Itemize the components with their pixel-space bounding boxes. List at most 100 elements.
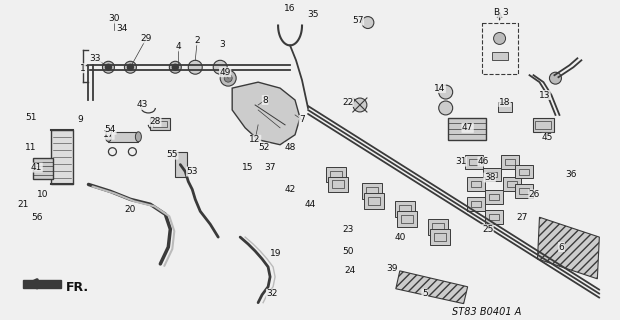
Circle shape xyxy=(494,32,505,44)
Bar xyxy=(368,197,380,205)
Polygon shape xyxy=(538,217,600,279)
Text: 49: 49 xyxy=(219,68,231,77)
Text: 6: 6 xyxy=(559,243,564,252)
Ellipse shape xyxy=(135,132,141,142)
Text: 30: 30 xyxy=(108,14,120,23)
Polygon shape xyxy=(232,82,300,145)
Bar xyxy=(428,219,448,235)
Text: 47: 47 xyxy=(462,123,473,132)
Text: 27: 27 xyxy=(517,213,528,222)
Bar xyxy=(175,152,187,177)
Text: 18: 18 xyxy=(499,98,510,107)
Text: ST83 B0401 A: ST83 B0401 A xyxy=(452,307,521,316)
Text: 56: 56 xyxy=(31,213,42,222)
Text: 54: 54 xyxy=(105,125,116,134)
Text: 42: 42 xyxy=(285,185,296,194)
Circle shape xyxy=(102,61,115,73)
Circle shape xyxy=(169,61,181,73)
Text: 37: 37 xyxy=(264,163,276,172)
Circle shape xyxy=(439,85,453,99)
Circle shape xyxy=(172,64,179,70)
Text: 10: 10 xyxy=(37,190,48,199)
Bar xyxy=(366,188,378,196)
Circle shape xyxy=(439,101,453,115)
Text: 48: 48 xyxy=(285,143,296,152)
Circle shape xyxy=(220,70,236,86)
Bar xyxy=(487,172,497,178)
Text: 8: 8 xyxy=(262,96,268,105)
Text: 5: 5 xyxy=(422,289,428,298)
Circle shape xyxy=(127,64,133,70)
Text: 44: 44 xyxy=(304,200,316,209)
Text: 31: 31 xyxy=(455,157,466,166)
Text: 2: 2 xyxy=(195,36,200,45)
Circle shape xyxy=(105,64,112,70)
Text: 46: 46 xyxy=(478,157,489,166)
Bar xyxy=(482,168,500,181)
Circle shape xyxy=(188,60,202,74)
Text: 21: 21 xyxy=(17,200,29,209)
Text: 50: 50 xyxy=(342,246,353,255)
Bar xyxy=(108,132,138,142)
Text: 34: 34 xyxy=(117,24,128,33)
Text: 41: 41 xyxy=(31,163,42,172)
Bar xyxy=(536,121,551,129)
Polygon shape xyxy=(23,280,61,288)
Bar xyxy=(518,169,528,174)
Bar xyxy=(362,183,382,199)
Bar xyxy=(399,205,411,213)
Text: FR.: FR. xyxy=(66,281,89,294)
Circle shape xyxy=(353,98,367,112)
Text: 7: 7 xyxy=(299,116,305,124)
Text: 17: 17 xyxy=(103,130,114,139)
Text: 1: 1 xyxy=(79,64,86,73)
Bar xyxy=(482,22,518,74)
Text: 39: 39 xyxy=(386,264,397,273)
Bar xyxy=(469,159,479,164)
Bar xyxy=(328,177,348,192)
Bar xyxy=(151,118,170,130)
Bar xyxy=(464,155,482,169)
Text: 20: 20 xyxy=(125,205,136,214)
Text: 43: 43 xyxy=(136,100,148,109)
Text: 16: 16 xyxy=(285,4,296,13)
Bar xyxy=(397,211,417,227)
Bar xyxy=(448,118,485,140)
Bar xyxy=(492,52,508,60)
Text: 38: 38 xyxy=(484,173,495,182)
Text: 11: 11 xyxy=(25,143,37,152)
Text: 36: 36 xyxy=(565,170,577,179)
Text: 23: 23 xyxy=(342,225,353,234)
Bar xyxy=(330,171,342,179)
Bar xyxy=(485,210,503,224)
Text: 45: 45 xyxy=(542,133,553,142)
Circle shape xyxy=(224,74,232,82)
Bar xyxy=(33,158,53,180)
Bar xyxy=(395,201,415,217)
Bar xyxy=(489,214,498,220)
Text: 40: 40 xyxy=(394,233,405,242)
Text: 12: 12 xyxy=(249,135,261,144)
Bar xyxy=(485,190,503,204)
Text: 51: 51 xyxy=(25,113,37,123)
Bar xyxy=(500,155,518,169)
Circle shape xyxy=(362,17,374,28)
Text: 19: 19 xyxy=(270,250,282,259)
Text: 14: 14 xyxy=(434,84,445,92)
Bar xyxy=(503,178,521,191)
Text: 52: 52 xyxy=(259,143,270,152)
Text: 25: 25 xyxy=(482,225,494,234)
Text: 3: 3 xyxy=(219,40,225,49)
Bar xyxy=(515,184,533,198)
Bar xyxy=(489,194,498,200)
Bar xyxy=(533,118,554,132)
Circle shape xyxy=(213,60,227,74)
Text: 57: 57 xyxy=(352,16,364,25)
Text: 15: 15 xyxy=(242,163,254,172)
Bar xyxy=(518,188,528,194)
Ellipse shape xyxy=(105,132,112,142)
Text: 24: 24 xyxy=(344,266,355,276)
Bar xyxy=(467,178,485,191)
Bar xyxy=(507,181,516,188)
Text: 33: 33 xyxy=(90,54,101,63)
